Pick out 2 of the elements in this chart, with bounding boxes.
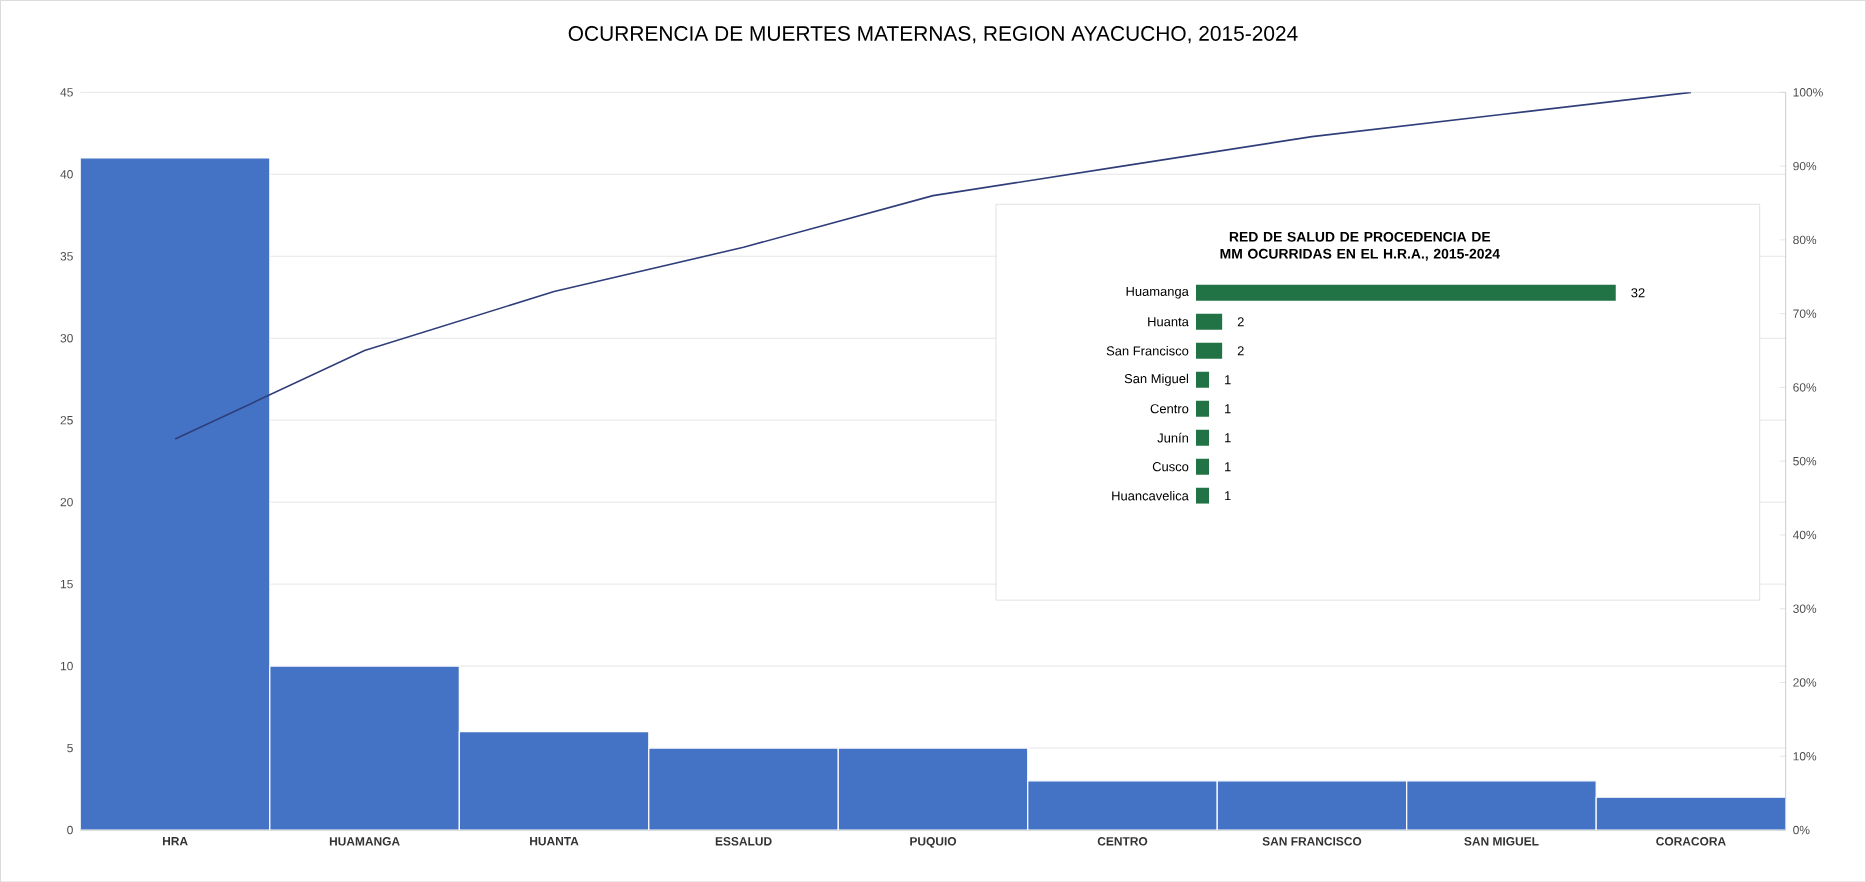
line-series (174, 92, 1692, 440)
chart-title: OCURRENCIA DE MUERTES MATERNAS, REGION AYACUCHO, 2015-2024 (568, 25, 1298, 44)
